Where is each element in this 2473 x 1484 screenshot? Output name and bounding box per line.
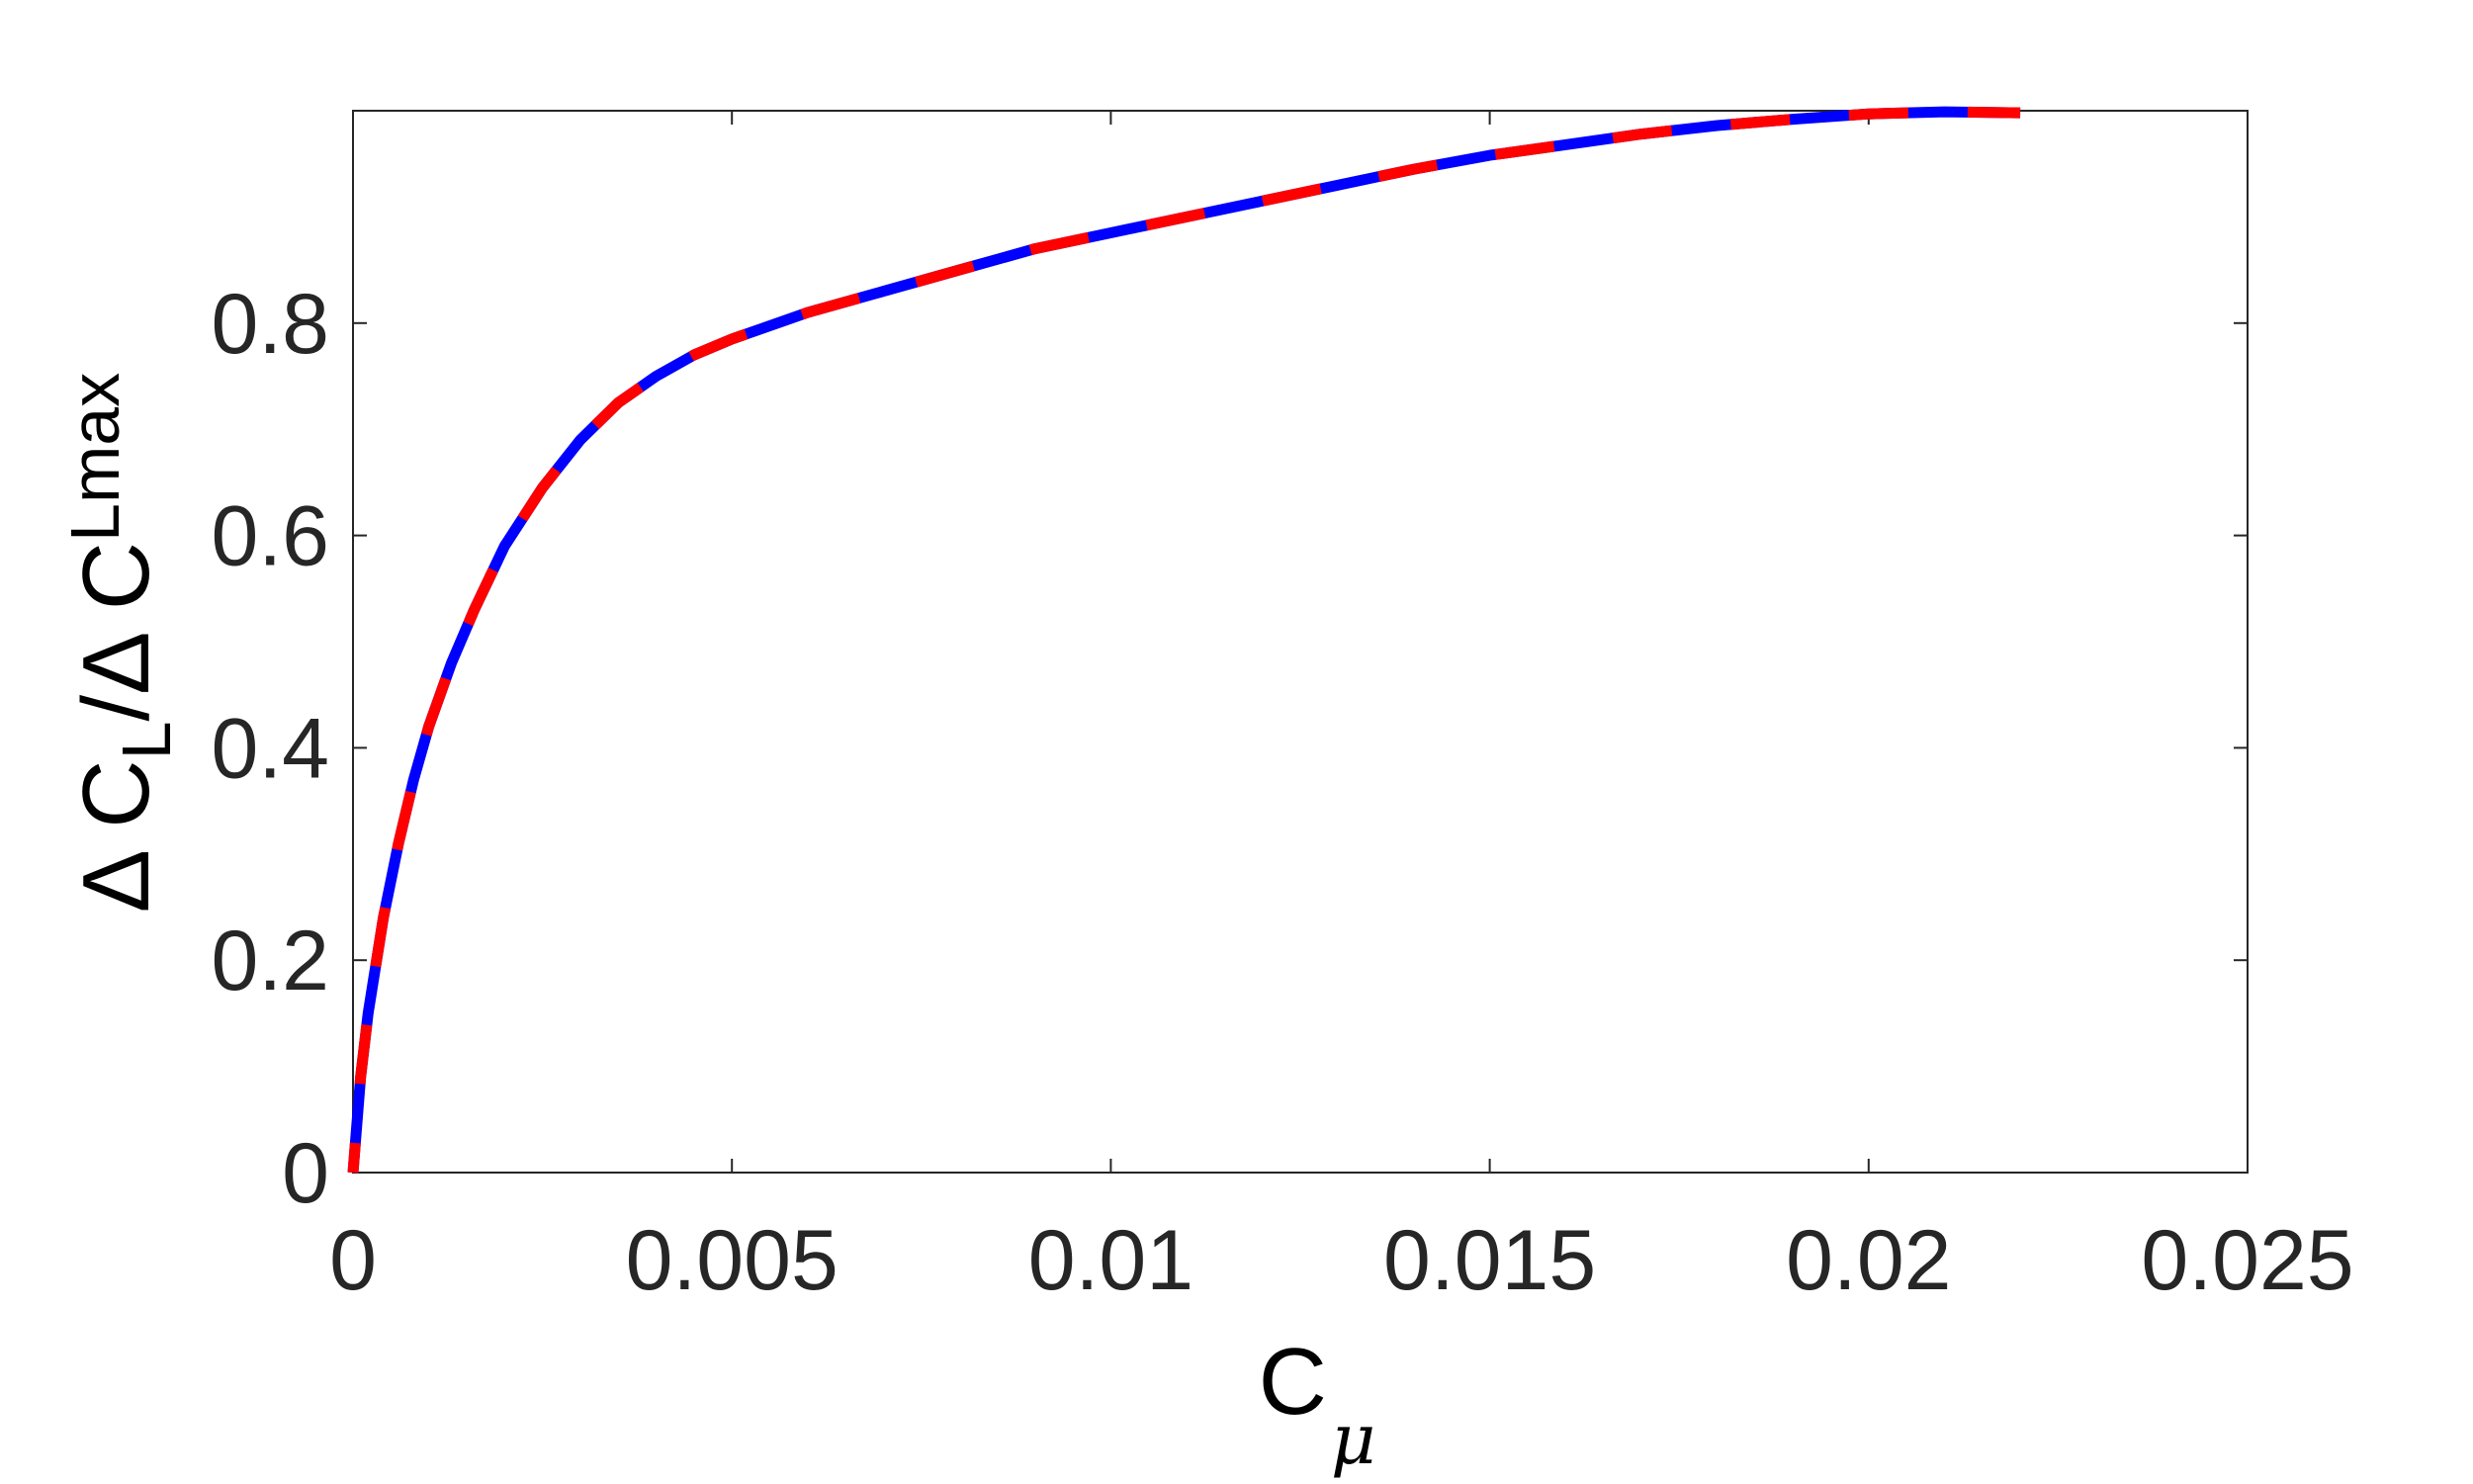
y-tick-label: 0.6 <box>211 489 329 584</box>
x-axis-label-main: C <box>1259 1329 1327 1435</box>
x-axis-label: Cμ <box>1259 1329 1376 1480</box>
y-tick-label: 0.2 <box>211 914 329 1008</box>
y-axis-label-part1: Δ C <box>63 759 169 913</box>
y-axis-label-sub1: L <box>108 721 185 759</box>
x-tick-label: 0.005 <box>626 1213 839 1308</box>
y-tick-label: 0.8 <box>211 277 329 372</box>
y-axis-label: Δ CL/Δ CLmax <box>56 373 185 913</box>
plot-area <box>352 110 2249 1174</box>
y-axis-ticks: 0 0.2 0.4 0.6 0.8 <box>211 277 2248 1221</box>
series-line-red <box>347 106 2021 1174</box>
y-axis-label-sub2: Lmax <box>56 373 133 542</box>
y-axis-label-part2: /Δ C <box>63 542 169 722</box>
x-tick-label: 0.025 <box>2141 1213 2353 1308</box>
series-layer <box>347 106 2021 1174</box>
x-axis-ticks: 0 0.005 0.01 0.015 0.02 0.025 <box>329 111 2354 1308</box>
y-tick-label: 0 <box>282 1126 329 1221</box>
x-tick-label: 0.015 <box>1383 1213 1596 1308</box>
x-tick-label: 0.02 <box>1786 1213 1951 1308</box>
y-tick-label: 0.4 <box>211 701 329 796</box>
x-tick-label: 0.01 <box>1028 1213 1193 1308</box>
x-axis-label-sub: μ <box>1331 1399 1376 1480</box>
x-tick-label: 0 <box>329 1213 377 1308</box>
